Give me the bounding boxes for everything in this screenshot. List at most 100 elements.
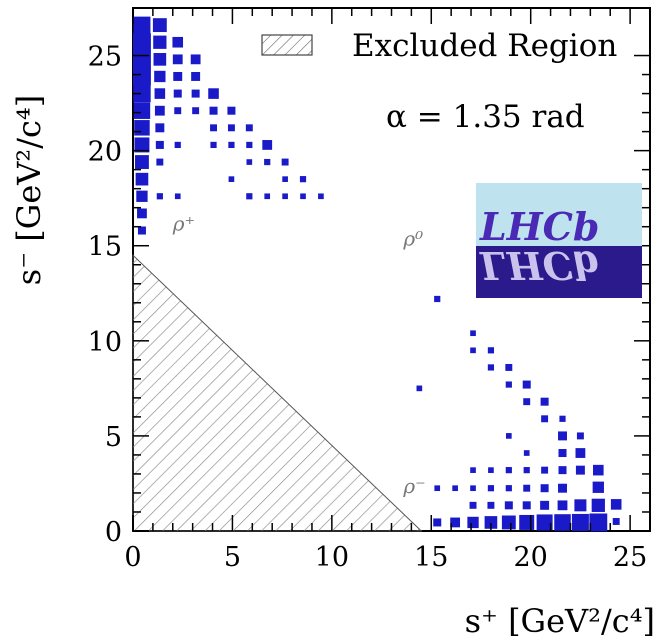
histogram-cell (522, 501, 531, 510)
logo-bottom (476, 246, 642, 298)
histogram-cell (227, 106, 236, 115)
histogram-cell (133, 84, 151, 103)
histogram-cell (210, 141, 217, 149)
logo-top (476, 183, 642, 246)
histogram-cell (558, 449, 567, 458)
histogram-cell (208, 88, 219, 99)
histogram-cell (470, 347, 476, 354)
histogram-cell (541, 466, 549, 474)
histogram-cell (434, 485, 441, 492)
y-axis-title: s⁻ [GeV²/c⁴] (10, 95, 48, 285)
histogram-cell (505, 467, 512, 474)
histogram-cell (559, 415, 566, 422)
histogram-cell (589, 513, 608, 532)
histogram-cell (228, 176, 235, 182)
histogram-cell (227, 124, 235, 132)
histogram-cell (540, 397, 549, 406)
x-axis-title: s⁺ [GeV²/c⁴] (465, 602, 655, 640)
logo-text: LHCb (479, 204, 599, 249)
histogram-cell (433, 518, 442, 527)
histogram-cell (488, 467, 494, 473)
histogram-cell (282, 193, 288, 200)
histogram-cell (136, 190, 148, 202)
histogram-cell (505, 381, 512, 388)
histogram-cell (541, 415, 549, 423)
x-tick-label: 20 (514, 542, 548, 573)
x-tick-label: 5 (224, 542, 241, 573)
histogram-cell (487, 364, 495, 371)
histogram-cell (612, 518, 620, 525)
histogram-cell (173, 71, 183, 81)
histogram-cell (137, 226, 146, 235)
region-label: ρ⁺ (172, 212, 195, 236)
x-tick-label: 15 (414, 542, 448, 573)
histogram-cell (262, 140, 273, 150)
histogram-cell (523, 467, 530, 474)
histogram-cell (558, 483, 567, 493)
histogram-cell (135, 155, 149, 169)
legend-swatch-excluded (261, 34, 313, 56)
histogram-cell (133, 67, 151, 86)
x-tick-label: 25 (613, 542, 647, 573)
histogram-cell (135, 172, 149, 186)
histogram-cell (155, 123, 165, 133)
histogram-cell (156, 193, 163, 200)
histogram-cell (191, 71, 201, 81)
histogram-cell (245, 124, 253, 132)
histogram-cell (154, 70, 166, 83)
histogram-cell (174, 107, 182, 115)
histogram-cell (173, 89, 182, 98)
histogram-cell (540, 484, 549, 493)
histogram-cell (246, 141, 253, 149)
histogram-cell (450, 517, 461, 528)
histogram-cell (452, 485, 458, 492)
legend: Excluded Region (261, 28, 617, 64)
histogram-cell (575, 448, 586, 458)
histogram-cell (554, 514, 571, 531)
histogram-cell (299, 176, 307, 183)
histogram-cell (281, 158, 289, 166)
region-labels: ρ⁺ ρ⁰ ρ⁻ (172, 212, 426, 498)
histogram-cell (574, 499, 587, 512)
legend-label-excluded: Excluded Region (352, 28, 617, 64)
histogram-cell (191, 89, 200, 98)
histogram-cell (133, 50, 151, 69)
excluded-region (132, 254, 423, 532)
histogram-cell (133, 102, 151, 119)
y-tick-label: 15 (88, 232, 122, 263)
histogram-cell (134, 120, 150, 136)
histogram-cell (487, 347, 495, 354)
histogram-cell (154, 88, 166, 99)
histogram-cell (210, 124, 217, 132)
y-tick-label: 20 (88, 137, 122, 168)
histogram-cell (174, 193, 181, 200)
histogram-cell (501, 515, 516, 530)
histogram-cell (133, 33, 151, 52)
histogram-cell (523, 450, 530, 456)
axis-ticks: 0 5 10 15 20 25 0 5 10 15 20 25 (88, 8, 650, 573)
histogram-cell (591, 498, 605, 512)
histogram-cell (470, 467, 476, 473)
histogram-cell (575, 465, 585, 475)
y-tick-label: 25 (88, 42, 122, 73)
histogram-cell (209, 106, 218, 115)
histogram-cell (540, 500, 550, 510)
y-tick-label: 5 (105, 422, 122, 453)
histogram-cell (154, 105, 165, 116)
histogram-cell (137, 208, 147, 219)
histogram-cell (228, 141, 235, 149)
histogram-cell (558, 431, 567, 441)
histogram-cell (190, 54, 201, 65)
histogram-cell (505, 485, 512, 492)
histogram-cell (416, 385, 423, 392)
histogram-cell (300, 193, 306, 200)
histogram-cell (470, 485, 476, 492)
histogram-cells (133, 16, 622, 532)
histogram-cell (172, 36, 184, 48)
histogram-cell (523, 398, 531, 406)
histogram-cell (576, 432, 584, 440)
histogram-cell (153, 53, 167, 66)
histogram-cell (484, 516, 498, 529)
logo-text-reflection: LHCb (479, 243, 599, 288)
